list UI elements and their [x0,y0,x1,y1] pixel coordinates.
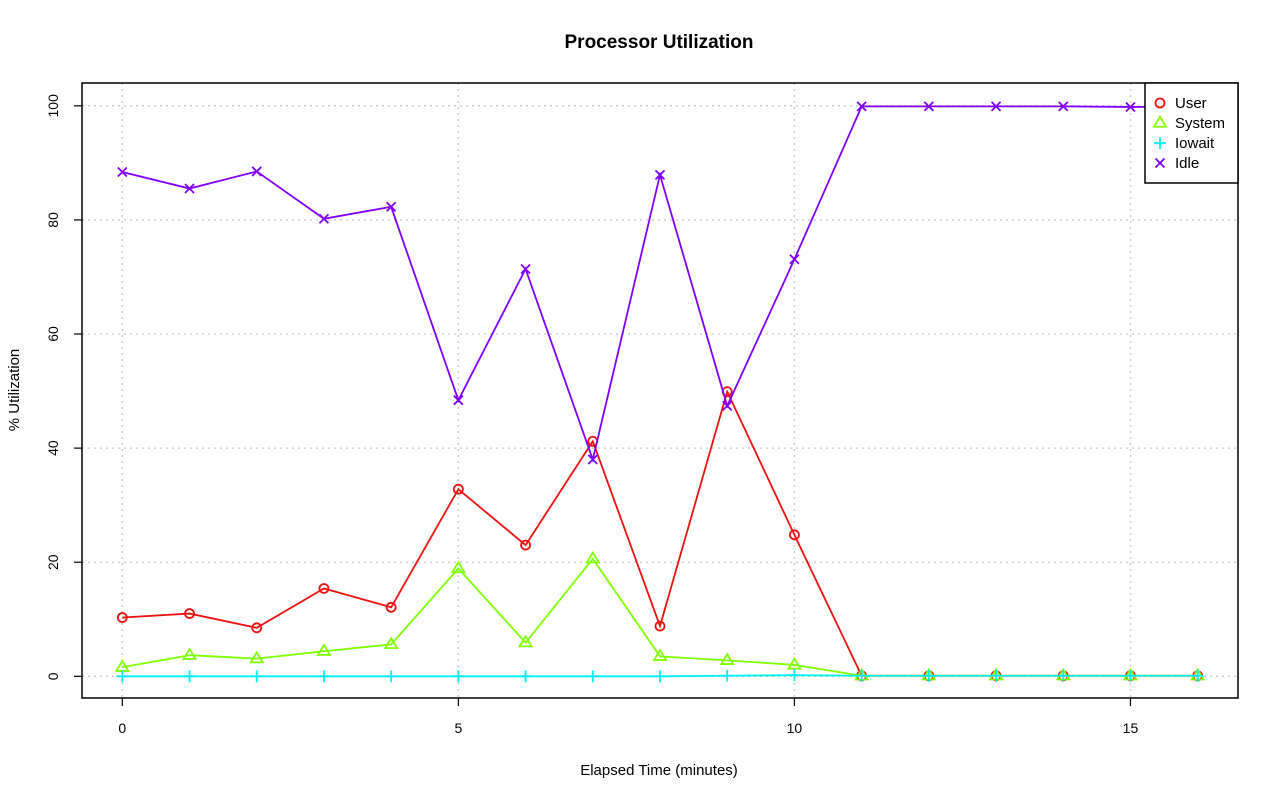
y-tick-label: 20 [45,554,61,570]
series-line-system [122,557,1198,677]
legend-label-user: User [1175,95,1207,112]
data-point-idle [654,169,666,180]
data-point-system [517,634,534,648]
data-point-system [652,648,668,661]
data-point-system [249,650,265,664]
chart-title: Processor Utilization [565,32,754,53]
data-point-idle [318,213,330,224]
data-point-system [719,652,735,665]
data-point-idle [856,101,867,112]
legend-marker-user [1154,97,1166,109]
data-point-iowait [990,669,1003,682]
y-axis: 0 20 40 60 80 100 [45,94,82,680]
data-point-iowait [654,670,666,683]
legend: User System Iowait Idle [1144,82,1239,184]
data-point-idle [789,254,800,265]
data-point-iowait [317,670,330,683]
legend-marker-system [1152,115,1168,128]
data-point-system [450,560,466,574]
data-point-user [452,483,464,495]
data-point-system [786,656,803,670]
data-point-user [184,608,195,619]
series-line-idle [122,105,1198,463]
x-tick-label: 10 [787,720,803,736]
data-point-user [789,529,800,541]
data-point-iowait [922,669,935,682]
legend-marker-idle [1154,157,1166,169]
series-system [114,550,1206,681]
data-point-system [383,636,399,649]
data-point-user [520,539,531,551]
legend-label-system: System [1175,115,1225,132]
x-tick-label: 5 [454,720,462,736]
data-point-idle [722,400,733,412]
y-tick-label: 0 [45,672,61,680]
y-tick-label: 100 [45,94,61,118]
y-axis-label: % Utilization [6,349,23,432]
series-line-user [122,389,1198,677]
data-point-idle [1058,101,1069,112]
data-point-idle [1125,101,1136,113]
data-point-iowait [452,670,465,683]
data-point-user [654,620,666,632]
data-point-idle [520,263,531,275]
legend-label-idle: Idle [1175,155,1199,172]
data-point-idle [386,201,397,212]
y-tick-label: 60 [45,326,61,342]
data-point-idle [117,166,128,178]
data-point-iowait [721,669,734,682]
x-axis-label: Elapsed Time (minutes) [580,762,738,779]
data-point-user [116,612,128,623]
data-point-iowait [183,670,196,683]
data-point-iowait [1124,669,1137,682]
data-point-iowait [788,669,801,682]
data-point-user [385,601,397,613]
x-tick-label: 15 [1123,720,1139,736]
data-point-idle [990,101,1002,112]
y-tick-label: 40 [45,440,61,456]
data-point-iowait [1057,669,1070,682]
data-point-system [316,643,332,656]
series-user [116,386,1204,682]
data-point-system [585,550,601,564]
data-point-iowait [586,670,599,683]
data-point-idle [923,101,934,112]
data-point-iowait [1191,669,1204,682]
x-tick-label: 0 [118,720,126,736]
data-point-user [318,583,330,594]
legend-marker-iowait [1154,137,1166,149]
legend-box [1144,82,1239,184]
data-point-iowait [116,670,129,683]
data-point-idle [184,183,195,194]
data-point-user [251,622,263,634]
data-point-iowait [519,670,532,683]
data-point-iowait [250,670,263,683]
plot-frame [81,82,1239,699]
data-point-idle [587,454,598,465]
legend-label-iowait: Iowait [1175,135,1215,152]
series-layer [114,101,1206,683]
data-point-idle [251,166,262,177]
x-axis: 0 5 10 15 [118,698,1138,736]
data-point-iowait [385,670,398,683]
data-point-idle [453,395,464,406]
data-point-iowait [855,669,868,682]
series-idle [117,101,1203,465]
y-tick-label: 80 [45,212,61,228]
series-iowait [116,669,1204,683]
data-point-system [181,647,198,660]
